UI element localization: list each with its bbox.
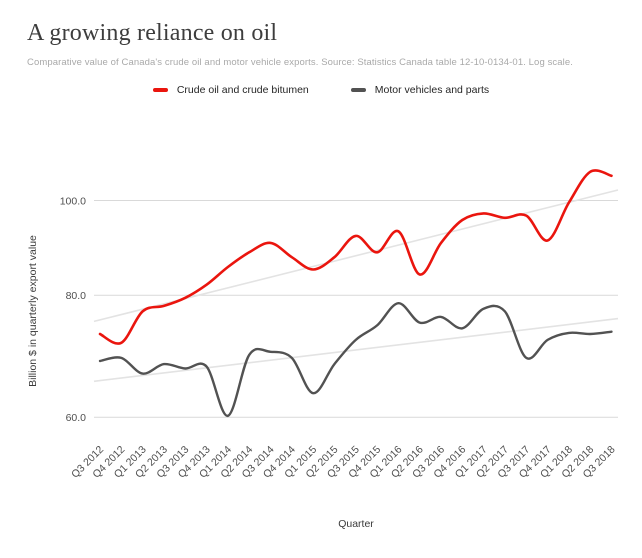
y-tick-label: 80.0 <box>66 290 87 302</box>
y-tick-label: 100.0 <box>60 195 86 207</box>
legend: Crude oil and crude bitumen Motor vehicl… <box>0 84 642 96</box>
y-tick-label: 60.0 <box>66 412 87 424</box>
legend-label-motor-vehicles: Motor vehicles and parts <box>374 84 490 96</box>
series-line-motor-vehicles <box>98 302 613 418</box>
legend-item-crude-oil: Crude oil and crude bitumen <box>152 84 309 96</box>
series-line-crude-oil <box>98 169 613 345</box>
y-axis-title: Billion $ in quarterly export value <box>27 235 39 387</box>
x-axis-title: Quarter <box>338 518 374 530</box>
chart-subtitle: Comparative value of Canada's crude oil … <box>27 57 573 68</box>
legend-item-motor-vehicles: Motor vehicles and parts <box>350 84 490 96</box>
trend-line-motor-vehicles <box>93 317 619 383</box>
legend-swatch-crude-oil <box>152 88 168 92</box>
chart-title: A growing reliance on oil <box>27 20 278 46</box>
legend-label-crude-oil: Crude oil and crude bitumen <box>176 84 309 96</box>
legend-swatch-motor-vehicles <box>350 88 366 92</box>
